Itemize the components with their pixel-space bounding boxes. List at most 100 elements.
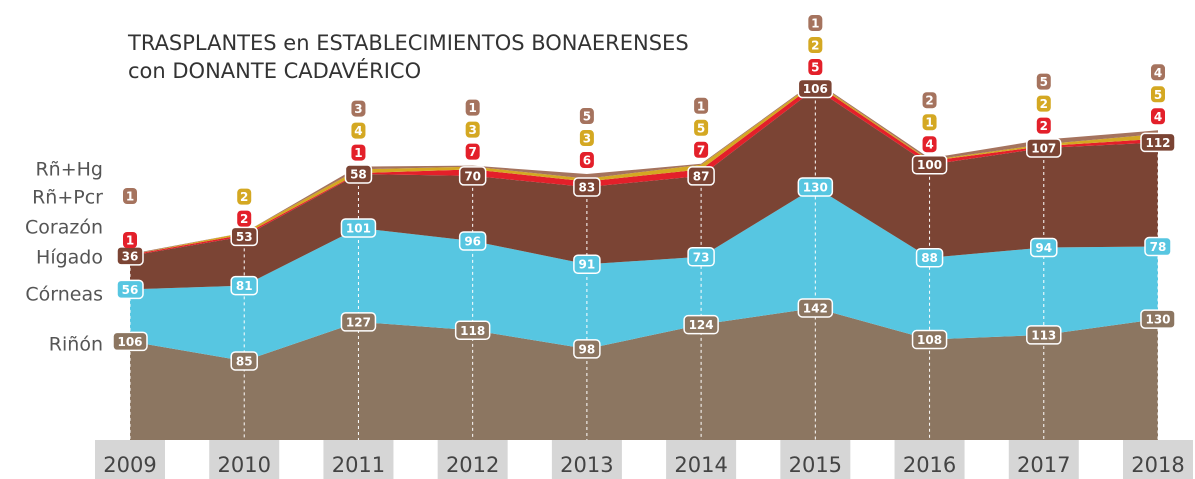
value-label: 58 (350, 168, 367, 182)
value-label: 118 (460, 324, 485, 338)
label-box (351, 144, 366, 161)
value-label: 1 (354, 146, 362, 160)
value-label: 1 (126, 190, 134, 204)
value-label: 6 (583, 154, 591, 168)
label-box (579, 130, 594, 147)
year-box (1008, 440, 1079, 479)
value-label: 2 (1040, 119, 1048, 133)
value-label: 5 (1040, 75, 1048, 89)
value-label: 70 (464, 169, 481, 183)
area (130, 187, 1158, 361)
label-box (340, 218, 377, 238)
x-tick-label: 2015 (789, 453, 842, 477)
value-label: 2 (240, 212, 248, 226)
value-label: 53 (236, 230, 253, 244)
value-label: 106 (803, 82, 828, 96)
label-box (230, 226, 258, 247)
value-label: 88 (921, 251, 938, 265)
year-box (437, 440, 508, 479)
value-label: 1 (925, 116, 933, 130)
label-box (340, 312, 377, 332)
label-box (351, 100, 366, 117)
label-box (112, 331, 148, 352)
value-label: 83 (579, 181, 596, 195)
label-box (1151, 86, 1165, 103)
value-label: 1 (126, 234, 134, 248)
x-tick-label: 2013 (560, 453, 613, 477)
label-box (808, 37, 823, 54)
label-box (344, 164, 373, 184)
label-box (694, 141, 709, 158)
label-box (230, 351, 258, 371)
label-box (579, 108, 594, 125)
chart-title: TRASPLANTES en ESTABLECIMIENTOS BONAEREN… (127, 31, 689, 55)
value-label: 3 (468, 123, 476, 137)
value-label: 1 (811, 17, 819, 31)
label-box (1140, 309, 1176, 329)
value-label: 130 (1145, 313, 1170, 327)
legend-label: Hígado (36, 247, 103, 269)
value-label: 5 (1154, 88, 1162, 102)
chart-subtitle: con DONANTE CADAVÉRICO (128, 58, 421, 83)
value-label: 56 (122, 283, 139, 297)
value-label: 81 (236, 279, 253, 293)
value-label: 94 (1035, 241, 1052, 255)
x-tick-label: 2017 (1017, 453, 1070, 477)
label-box (687, 166, 715, 186)
label-box (1140, 132, 1176, 153)
value-label: 2 (925, 94, 933, 108)
label-box (237, 188, 252, 205)
label-box (797, 78, 834, 99)
label-box (797, 298, 834, 318)
value-label: 2 (1040, 97, 1048, 111)
value-label: 96 (464, 234, 481, 248)
value-label: 78 (1150, 240, 1167, 254)
value-label: 7 (468, 145, 476, 159)
value-label: 91 (579, 258, 596, 272)
year-box (780, 440, 851, 479)
label-box (911, 154, 948, 175)
label-box (1036, 117, 1051, 134)
legend-label: Rñ+Pcr (32, 187, 103, 209)
label-box (1036, 95, 1051, 112)
label-box (465, 143, 480, 160)
year-box (551, 440, 622, 479)
value-label: 106 (117, 335, 142, 349)
value-label: 2 (811, 39, 819, 53)
value-label: 130 (803, 181, 828, 195)
value-label: 3 (583, 132, 591, 146)
label-box (687, 247, 715, 267)
x-tick-label: 2014 (674, 453, 727, 477)
legend-label: Córneas (25, 284, 103, 306)
value-label: 142 (803, 301, 828, 315)
value-label: 108 (917, 333, 942, 347)
x-tick-label: 2012 (446, 453, 499, 477)
label-box (694, 97, 709, 114)
year-box (666, 440, 737, 479)
value-label: 98 (579, 342, 596, 356)
label-box (808, 15, 823, 32)
value-label: 7 (697, 143, 705, 157)
legend-label: Rñ+Hg (35, 159, 103, 181)
value-label: 1 (468, 101, 476, 115)
label-box (230, 275, 258, 296)
label-box (1151, 64, 1165, 81)
label-box (911, 329, 948, 350)
value-label: 85 (236, 354, 253, 368)
value-label: 4 (925, 138, 933, 152)
year-box (1123, 440, 1193, 479)
label-box (237, 210, 252, 227)
label-box (458, 166, 487, 186)
value-label: 2 (240, 190, 248, 204)
value-label: 127 (346, 315, 371, 329)
legend-label: Corazón (25, 217, 103, 239)
value-label: 113 (1031, 328, 1056, 342)
value-label: 5 (811, 61, 819, 75)
year-box (894, 440, 965, 479)
label-box (123, 232, 137, 248)
x-tick-label: 2018 (1131, 453, 1184, 477)
value-label: 4 (354, 124, 362, 138)
value-label: 101 (346, 221, 371, 235)
year-box (209, 440, 280, 479)
